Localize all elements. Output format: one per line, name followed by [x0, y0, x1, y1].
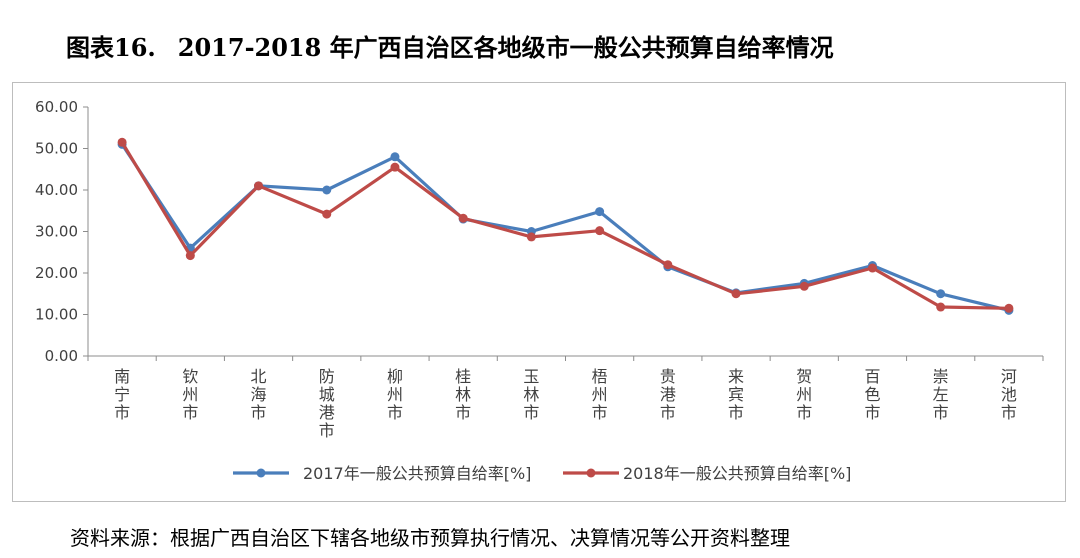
- x-tick-label: 北: [251, 367, 267, 386]
- x-tick-label: 州: [796, 385, 812, 404]
- y-tick-label: 30.00: [35, 223, 78, 241]
- series-2-point: [526, 232, 536, 242]
- y-tick-label: 10.00: [35, 306, 78, 324]
- x-tick-label: 市: [455, 403, 471, 422]
- series-2-point: [936, 302, 946, 312]
- x-tick-label: 左: [933, 385, 949, 404]
- x-tick-label: 市: [251, 403, 267, 422]
- x-tick-label: 港: [319, 403, 335, 422]
- legend-swatch-marker: [256, 468, 266, 478]
- x-tick-label: 市: [660, 403, 676, 422]
- series-2-point: [663, 260, 673, 270]
- y-tick-label: 60.00: [35, 98, 78, 116]
- source-note: 资料来源：根据广西自治区下辖各地级市预算执行情况、决算情况等公开资料整理: [70, 526, 790, 550]
- series-2-point: [867, 263, 877, 273]
- y-tick-label: 20.00: [35, 264, 78, 282]
- y-tick-label: 40.00: [35, 181, 78, 199]
- series-1-point: [595, 207, 605, 217]
- series-2-point: [1004, 303, 1014, 313]
- series-2-point: [731, 289, 741, 299]
- x-tick-label: 市: [182, 403, 198, 422]
- x-tick-label: 海: [251, 385, 267, 404]
- series-2-point: [458, 213, 468, 223]
- x-tick-label: 河: [1001, 367, 1017, 386]
- series-2-point: [185, 251, 195, 261]
- x-tick-label: 宾: [728, 385, 744, 404]
- series-1-point: [936, 289, 946, 299]
- y-tick-label: 50.00: [35, 140, 78, 158]
- figure-label: 图表16.: [66, 33, 156, 62]
- series-2-point: [322, 209, 332, 219]
- x-tick-label: 钦: [182, 367, 198, 386]
- x-tick-label: 桂: [455, 367, 471, 386]
- x-tick-label: 市: [796, 403, 812, 422]
- x-tick-label: 来: [728, 367, 744, 386]
- x-tick-label: 贵: [660, 367, 676, 386]
- x-tick-label: 梧: [592, 367, 608, 386]
- series-1-point: [322, 185, 332, 195]
- x-tick-label: 玉: [523, 367, 539, 386]
- line-chart: 0.0010.0020.0030.0040.0050.0060.00南宁市钦州市…: [35, 98, 1044, 483]
- x-tick-label: 柳: [387, 367, 403, 386]
- legend-label: 2018年一般公共预算自给率[%]: [623, 464, 851, 483]
- series-2-point: [254, 181, 264, 191]
- x-tick-label: 南: [114, 367, 130, 386]
- x-tick-label: 崇: [933, 367, 949, 386]
- x-tick-label: 池: [1001, 385, 1017, 404]
- x-tick-label: 州: [387, 385, 403, 404]
- chart-title: 图表16. 2017-2018 年广西自治区各地级市一般公共预算自给率情况: [66, 28, 834, 63]
- x-tick-label: 城: [319, 385, 335, 404]
- x-tick-label: 港: [660, 385, 676, 404]
- x-tick-label: 市: [728, 403, 744, 422]
- x-tick-label: 百: [864, 367, 880, 386]
- x-tick-label: 市: [933, 403, 949, 422]
- x-tick-label: 市: [114, 403, 130, 422]
- y-tick-label: 0.00: [45, 347, 78, 365]
- figure-title: 2017-2018 年广西自治区各地级市一般公共预算自给率情况: [177, 33, 834, 62]
- x-tick-label: 宁: [114, 385, 130, 404]
- x-tick-label: 市: [1001, 403, 1017, 422]
- x-tick-label: 市: [319, 421, 335, 440]
- series-line-1: [120, 143, 1010, 312]
- series-2-point: [799, 281, 809, 291]
- series-line-2: [120, 141, 1009, 310]
- x-tick-label: 州: [182, 385, 198, 404]
- x-tick-label: 林: [455, 385, 471, 404]
- x-tick-label: 市: [592, 403, 608, 422]
- series-2-point: [595, 226, 605, 236]
- x-tick-label: 市: [864, 403, 880, 422]
- x-tick-label: 州: [592, 385, 608, 404]
- series-2-point: [117, 137, 127, 147]
- legend-swatch-marker: [586, 468, 596, 478]
- x-tick-label: 林: [523, 385, 539, 404]
- x-tick-label: 市: [387, 403, 403, 422]
- legend-label: 2017年一般公共预算自给率[%]: [303, 464, 531, 483]
- series-1-point: [390, 152, 400, 162]
- series-2-point: [390, 162, 400, 172]
- x-tick-label: 色: [864, 385, 880, 404]
- x-tick-label: 防: [319, 367, 335, 386]
- x-tick-label: 贺: [796, 367, 812, 386]
- chart-frame: 0.00 10.00 20.00 30.00 40.00 50.00 60.00 南宁市钦州市…: [12, 82, 1066, 502]
- x-tick-label: 市: [523, 403, 539, 422]
